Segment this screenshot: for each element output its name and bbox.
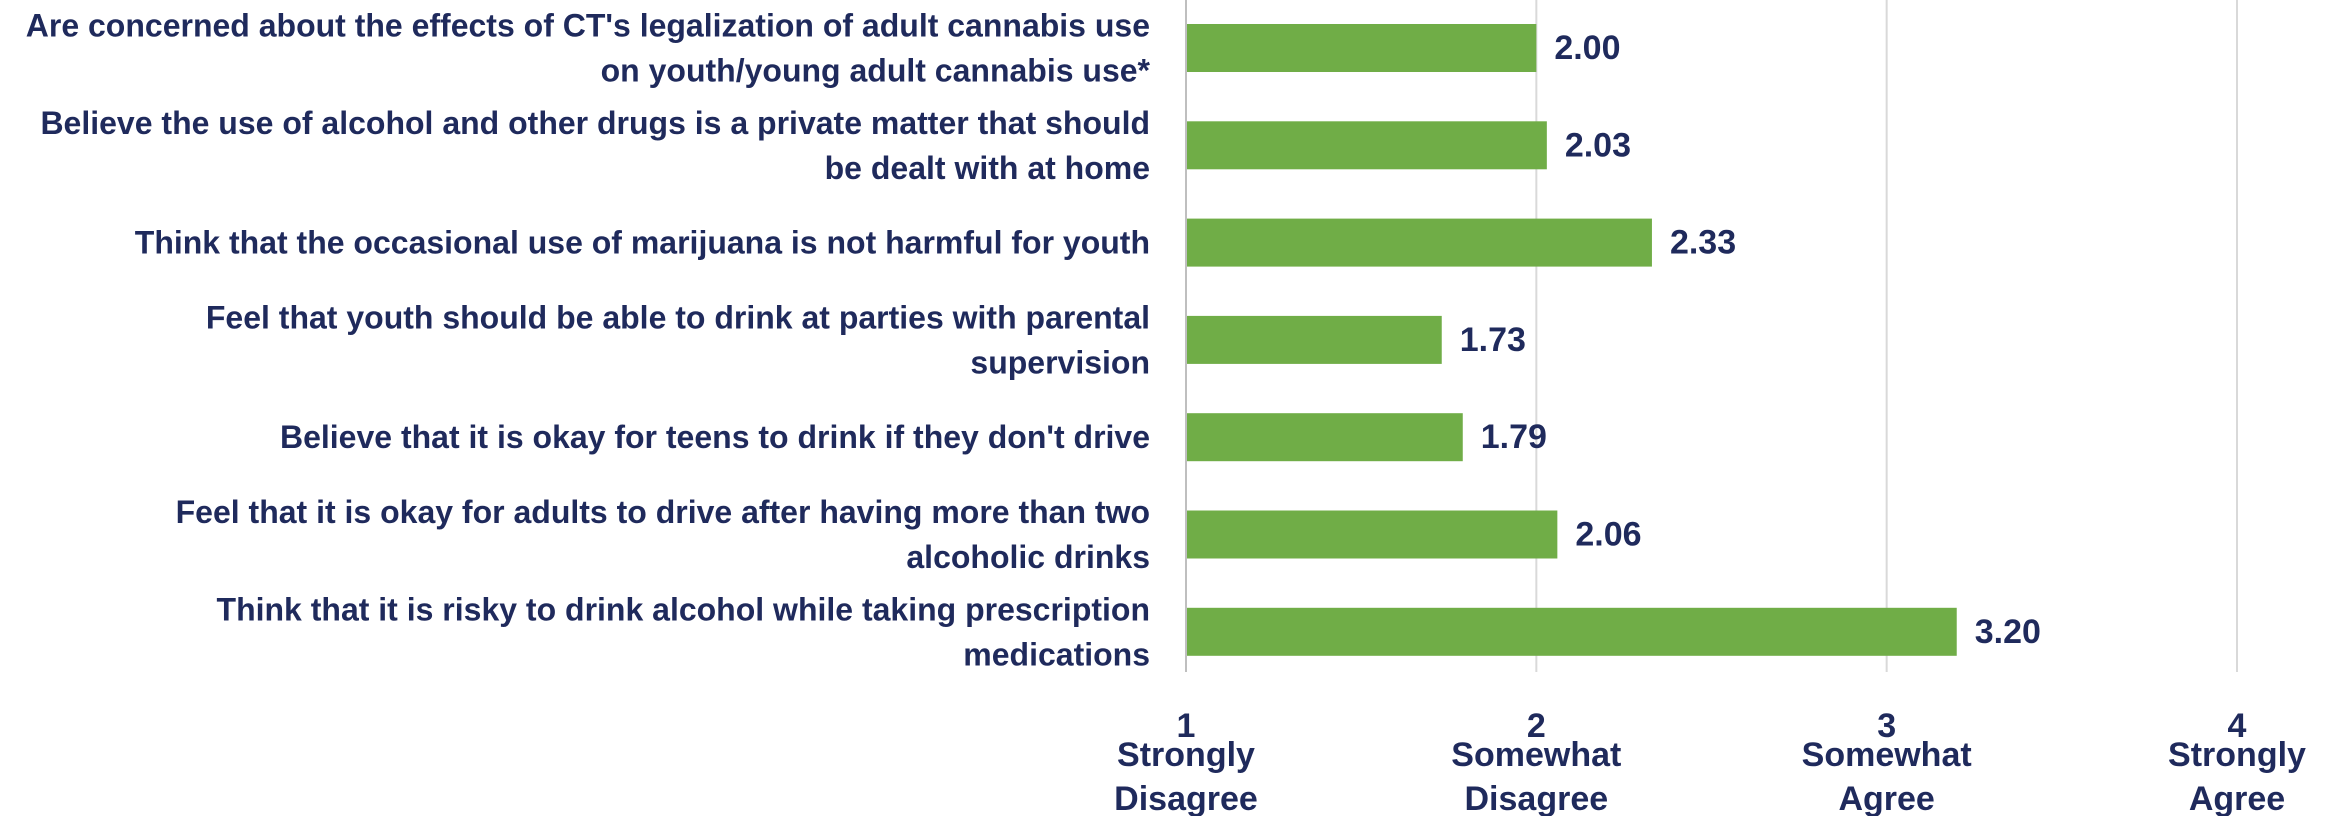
category-label-7: Think that it is risky to drink alcohol … — [217, 591, 1150, 672]
value-label-6: 2.06 — [1575, 515, 1641, 553]
value-label-5: 1.79 — [1481, 418, 1547, 456]
bar-6 — [1186, 510, 1558, 559]
category-label-5: Believe that it is okay for teens to dri… — [280, 419, 1150, 455]
value-label-3: 2.33 — [1670, 224, 1736, 262]
category-label-6: Feel that it is okay for adults to drive… — [176, 494, 1150, 575]
x-tick-label-1: Strongly Disagree — [1114, 736, 1258, 816]
bar-4 — [1186, 315, 1442, 364]
x-tick-label-4: Strongly Agree — [2168, 736, 2306, 816]
bar-3 — [1186, 218, 1652, 267]
value-label-4: 1.73 — [1460, 321, 1526, 359]
bars — [1186, 24, 1957, 656]
bar-1 — [1186, 24, 1537, 72]
category-label-1: Are concerned about the effects of CT's … — [26, 8, 1151, 89]
category-labels: Are concerned about the effects of CT's … — [26, 8, 1151, 673]
bar-2 — [1186, 121, 1547, 170]
x-tick-number-2: 2 — [1527, 707, 1546, 745]
bar-7 — [1186, 607, 1957, 656]
bar-5 — [1186, 413, 1463, 462]
category-label-2: Believe the use of alcohol and other dru… — [40, 105, 1150, 186]
x-tick-number-3: 3 — [1877, 707, 1896, 745]
x-tick-number-1: 1 — [1177, 707, 1196, 745]
category-label-3: Think that the occasional use of marijua… — [135, 225, 1150, 261]
value-label-7: 3.20 — [1975, 613, 2041, 651]
gridlines — [1535, 0, 2238, 672]
category-label-4: Feel that youth should be able to drink … — [206, 299, 1150, 380]
value-label-2: 2.03 — [1565, 126, 1631, 164]
x-tick-label-2: Somewhat Disagree — [1451, 736, 1621, 816]
value-labels: 2.00 2.03 2.33 1.73 1.79 2.06 3.20 — [1460, 29, 2041, 651]
x-tick-number-4: 4 — [2228, 707, 2247, 745]
value-label-1: 2.00 — [1554, 29, 1620, 67]
x-tick-label-3: Somewhat Agree — [1802, 736, 1972, 816]
